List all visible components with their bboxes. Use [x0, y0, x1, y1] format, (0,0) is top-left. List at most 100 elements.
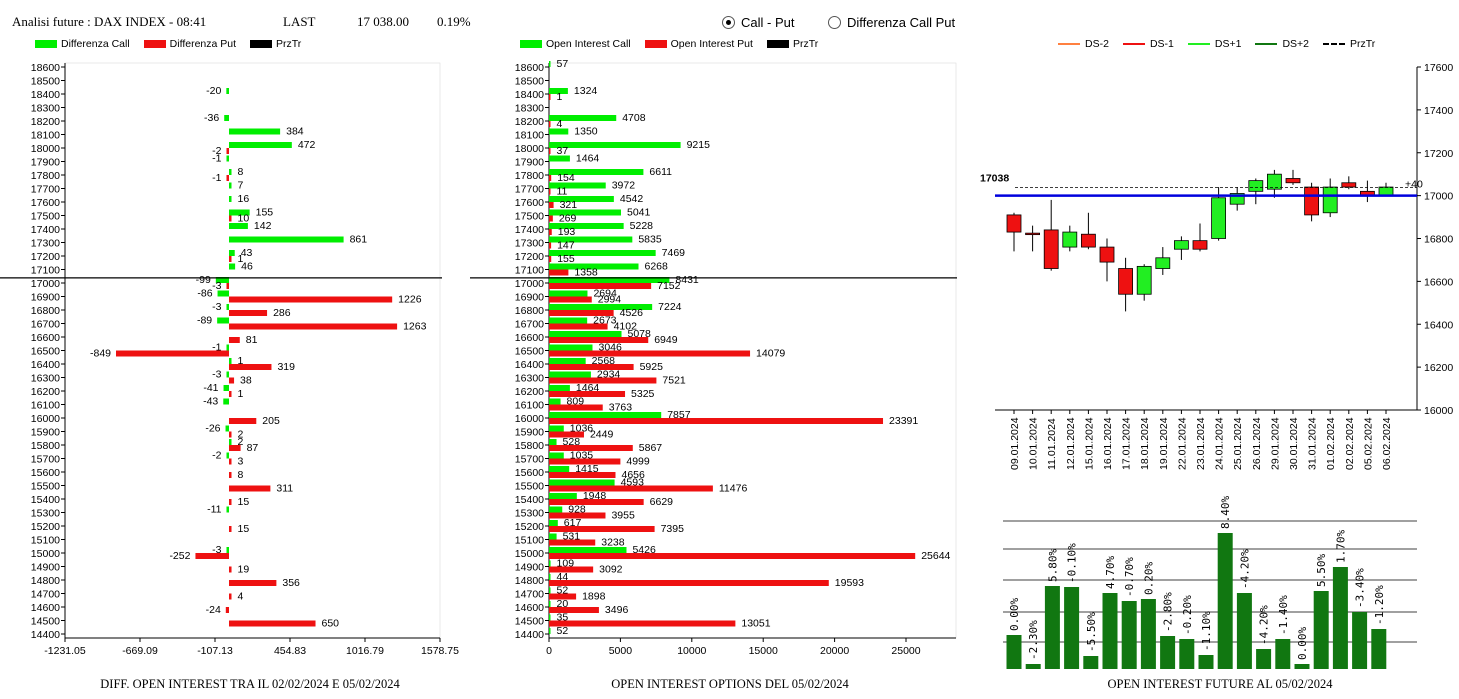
y-tick-label: 17900	[515, 157, 544, 169]
bar-value-label: -3	[212, 280, 221, 292]
call-oi-bar	[549, 385, 570, 391]
bar-value-label: 356	[282, 577, 300, 589]
future-oi-bar	[1371, 629, 1387, 669]
x-tick-label: 06.02.2024	[1381, 417, 1393, 470]
radio-diff-call-put-dot[interactable]	[828, 16, 841, 29]
legend-label: DS+2	[1282, 38, 1309, 50]
y-tick-label: 17800	[515, 170, 544, 182]
bar-value-label: 15	[238, 496, 250, 508]
bar-value-label: 8	[238, 166, 244, 178]
y-tick-label: 16200	[1424, 362, 1453, 374]
change-percent: 0.19%	[437, 14, 471, 29]
candle-up	[1322, 186, 1338, 214]
caption-future: OPEN INTEREST FUTURE AL 05/02/2024	[1107, 677, 1333, 691]
call-oi-bar	[549, 331, 622, 337]
put-diff-bar	[229, 472, 232, 478]
legend-item-oi-prztr: PrzTr	[766, 38, 818, 50]
legend-swatch-call	[35, 40, 57, 48]
put-diff-bar	[229, 323, 398, 330]
candle-up	[1267, 173, 1282, 190]
y-tick-label: 16400	[1424, 319, 1453, 331]
y-tick-label: 15600	[515, 467, 544, 479]
bar-value-label: 7152	[657, 280, 681, 292]
y-tick-label: 15300	[31, 508, 60, 520]
y-tick-label: 17000	[31, 278, 60, 290]
put-oi-bar	[549, 188, 551, 195]
y-tick-label: 16100	[31, 400, 60, 412]
bar-value-label: -20	[206, 85, 221, 97]
call-diff-bar	[229, 250, 235, 256]
bar-value-label: -41	[203, 382, 218, 394]
future-oi-label: 0.00%	[1008, 598, 1021, 631]
call-oi-bar	[549, 196, 614, 202]
y-tick-label: 15900	[31, 427, 60, 439]
x-tick-label: 01.02.2024	[1325, 417, 1337, 470]
x-tick-label: 22.01.2024	[1176, 417, 1188, 470]
put-oi-bar	[549, 94, 551, 100]
put-oi-bar	[549, 404, 603, 411]
legend-label: Open Interest Put	[670, 38, 753, 50]
bar-value-label: 269	[559, 213, 577, 225]
bar-value-label: -1	[212, 153, 221, 165]
bar-value-label: 4	[557, 118, 563, 130]
call-diff-bar	[226, 344, 229, 351]
y-tick-label: 14600	[31, 602, 60, 614]
put-oi-bar	[549, 445, 633, 451]
bar-value-label: 319	[277, 361, 295, 373]
legend-item-ds+2: DS+2	[1255, 38, 1309, 50]
bar-value-label: 6268	[645, 261, 669, 273]
bar-value-label: 1350	[574, 126, 598, 138]
put-diff-bar	[229, 431, 232, 438]
bar-value-label: -36	[204, 112, 219, 124]
x-tick-label: 10000	[677, 645, 706, 657]
call-diff-bar	[226, 452, 229, 459]
put-oi-bar	[549, 512, 606, 519]
last-value: 17 038.00	[357, 14, 409, 29]
candle-down	[1341, 182, 1357, 188]
legend-line	[1323, 43, 1345, 45]
y-tick-label: 17100	[31, 265, 60, 277]
legend-line	[1122, 43, 1145, 45]
put-diff-bar	[229, 310, 268, 316]
radio-call-put[interactable]: Call - Put	[722, 15, 794, 30]
candle-up	[1378, 186, 1394, 197]
y-tick-label: 18400	[31, 89, 60, 101]
legend-label: DS+1	[1214, 38, 1242, 50]
put-oi-bar	[549, 364, 634, 370]
call-diff-bar	[217, 290, 229, 297]
bar-value-label: 384	[286, 126, 304, 138]
y-tick-label: 15400	[515, 494, 544, 506]
y-tick-label: 14600	[515, 602, 544, 614]
y-tick-label: 16200	[31, 386, 60, 398]
y-tick-label: 16300	[31, 373, 60, 385]
bar-value-label: 1	[238, 388, 244, 400]
future-oi-bar	[1256, 649, 1272, 669]
bar-value-label: 1464	[576, 153, 600, 165]
candle-down	[1285, 178, 1301, 184]
bar-value-label: 1	[238, 253, 244, 265]
radio-call-put-dot[interactable]	[722, 16, 735, 29]
radio-diff-call-put[interactable]: Differenza Call Put	[828, 15, 955, 30]
y-tick-label: 16900	[515, 292, 544, 304]
prztr-price-label: 17038	[980, 172, 1009, 184]
call-diff-bar	[225, 425, 229, 432]
bar-value-label: 472	[298, 139, 316, 151]
x-tick-label: 15.01.2024	[1083, 417, 1095, 470]
y-tick-label: 17000	[515, 278, 544, 290]
y-tick-label: 17700	[31, 184, 60, 196]
bar-value-label: 5041	[627, 207, 651, 219]
candle-up	[1229, 193, 1245, 205]
call-oi-bar	[549, 142, 681, 148]
future-oi-label: 5.50%	[1315, 554, 1328, 587]
put-oi-bar	[549, 431, 584, 438]
y-tick-label: 16000	[31, 413, 60, 425]
x-tick-label: 0	[546, 645, 552, 657]
put-diff-bar	[229, 215, 232, 222]
future-oi-bar	[1025, 664, 1041, 669]
put-oi-bar	[549, 593, 577, 600]
call-diff-bar	[226, 371, 229, 378]
bar-value-label: 3955	[611, 510, 635, 522]
bar-value-label: 2994	[598, 294, 622, 306]
y-tick-label: 17600	[1424, 62, 1453, 74]
y-tick-label: 18500	[31, 76, 60, 88]
